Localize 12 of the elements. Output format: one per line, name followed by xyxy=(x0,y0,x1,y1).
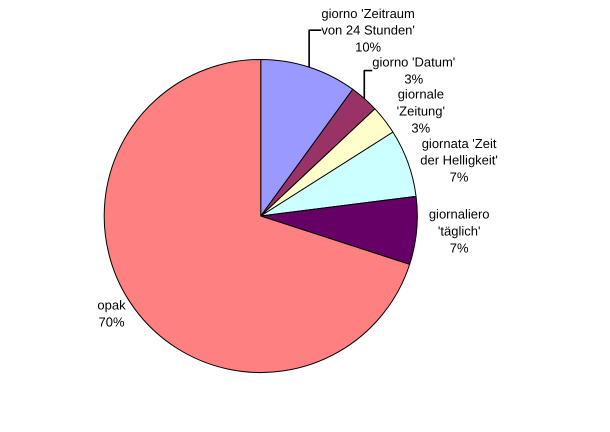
data-label: 70% xyxy=(98,314,125,330)
data-label: 3% xyxy=(404,71,424,86)
slice-label: giornaliero 'täglich' xyxy=(428,206,490,238)
data-label: 7% xyxy=(450,170,469,185)
slice-label: giorno 'Datum' xyxy=(372,54,456,70)
slice-label: giornale 'Zeitung' xyxy=(396,86,445,118)
data-label: 3% xyxy=(411,120,431,136)
data-label: 10% xyxy=(355,40,382,55)
slice-label: giornata 'Zeit der Helligkeit' xyxy=(420,136,498,168)
slice-label: giorno 'Zeitraum von 24 Stunden' xyxy=(321,6,415,38)
slice-label: opak xyxy=(97,298,126,313)
data-label: 7% xyxy=(450,240,469,256)
